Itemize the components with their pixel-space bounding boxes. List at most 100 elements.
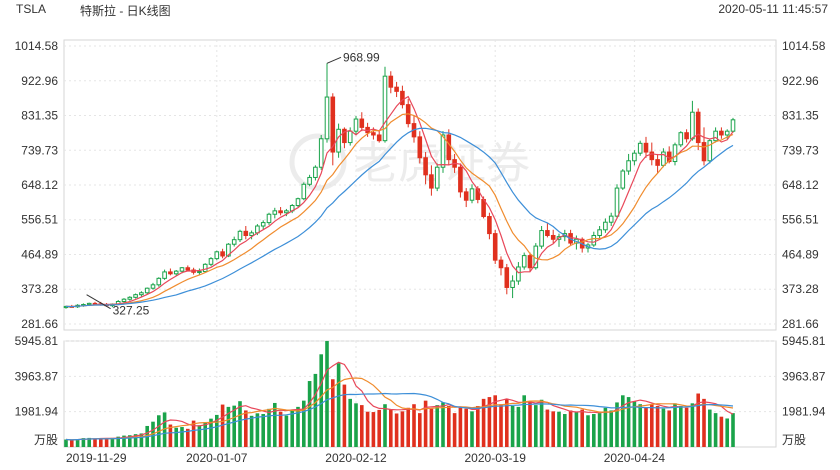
volume-bar: [307, 381, 312, 447]
volume-bar: [70, 440, 74, 447]
volume-bar: [383, 404, 387, 447]
candle-body: [324, 96, 330, 140]
candle-body: [539, 230, 544, 247]
volume-bar: [336, 363, 341, 447]
volume-bar: [203, 422, 207, 447]
candle-body: [313, 166, 318, 178]
candle-body: [162, 271, 167, 279]
volume-bar: [609, 410, 613, 447]
volume-bar: [389, 409, 393, 447]
volume-bar: [75, 439, 80, 447]
candle-body: [614, 187, 620, 217]
candle-body: [649, 151, 655, 161]
volume-bar: [603, 407, 608, 447]
candle-body: [260, 222, 266, 227]
volume-bar: [464, 408, 468, 447]
candle-body: [382, 75, 388, 142]
volume-bar: [481, 398, 486, 447]
volume-tick-left: 1981.94: [15, 405, 59, 419]
low-pointer: [86, 294, 111, 310]
volume-bar: [319, 354, 323, 447]
candle-body: [678, 132, 684, 146]
volume-bar: [545, 409, 550, 447]
candle-body: [208, 258, 214, 265]
candle-body: [684, 132, 689, 140]
volume-bar: [493, 395, 497, 447]
volume-bar: [441, 402, 445, 447]
volume-bar: [87, 437, 91, 447]
volume-bar: [244, 410, 248, 447]
date-label: 2020-02-12: [325, 451, 387, 465]
volume-bar: [418, 413, 422, 447]
volume-bar: [360, 405, 364, 447]
volume-bar: [394, 413, 399, 447]
volume-bar: [302, 400, 306, 447]
volume-bar: [626, 397, 631, 447]
candle-body: [603, 221, 608, 231]
candle-body: [156, 277, 162, 286]
volume-bar: [586, 415, 590, 447]
volume-ma5-line: [65, 361, 734, 441]
candle-body: [226, 243, 231, 257]
candle-body: [220, 251, 225, 257]
volume-bar: [447, 405, 451, 447]
candle-body: [127, 296, 133, 300]
volume-bar: [377, 409, 381, 447]
volume-bar: [713, 413, 718, 447]
volume-bar: [702, 398, 706, 447]
candle-body: [597, 229, 602, 236]
volume-ma10-line: [65, 377, 734, 441]
price-tick-right: 739.73: [782, 143, 819, 157]
volume-bar: [133, 434, 138, 447]
chart-title: 特斯拉 - 日K线图: [80, 4, 171, 18]
candle-body: [492, 233, 498, 261]
volume-bar: [621, 395, 625, 447]
volume-bar: [574, 412, 579, 447]
price-tick-left: 464.89: [21, 248, 58, 262]
volume-bar: [470, 411, 474, 447]
candle-body: [545, 230, 550, 236]
candle-body: [185, 267, 191, 271]
candle-body: [521, 255, 527, 268]
candle-body: [272, 210, 278, 215]
candle-body: [330, 96, 336, 153]
volume-bar: [325, 341, 329, 447]
volume-bar: [215, 414, 219, 447]
candle-body: [214, 251, 220, 260]
high-pointer: [326, 56, 342, 64]
candle-body: [690, 111, 695, 140]
candle-body: [504, 267, 510, 288]
volume-bar: [725, 418, 729, 447]
volume-bar: [226, 406, 231, 447]
price-tick-right: 281.66: [782, 317, 819, 331]
volume-tick-left: 5945.81: [15, 334, 59, 348]
volume-bar: [539, 399, 544, 447]
volume-bar: [180, 427, 184, 447]
volume-bar: [209, 418, 213, 447]
candle-body: [139, 292, 144, 296]
candle-body: [237, 230, 243, 241]
candle-body: [301, 183, 307, 200]
candle-body: [336, 128, 341, 153]
volume-bar: [522, 395, 526, 447]
volume-bar: [435, 405, 439, 447]
volume-bar: [162, 412, 167, 447]
volume-bar: [568, 410, 573, 447]
volume-bar: [81, 438, 86, 447]
price-tick-right: 922.96: [782, 74, 819, 88]
volume-tick-right: 3963.87: [782, 369, 826, 383]
volume-bar: [551, 411, 555, 447]
candle-body: [637, 142, 643, 154]
volume-tick-left: 3963.87: [15, 369, 59, 383]
candle-body: [469, 188, 475, 201]
volume-bar: [528, 402, 532, 447]
candle-body: [388, 75, 394, 88]
candle-body: [498, 259, 504, 269]
volume-bar: [534, 405, 538, 447]
volume-bar: [273, 402, 277, 447]
volume-bar: [476, 405, 480, 447]
volume-bar: [597, 413, 602, 447]
date-label: 2020-01-07: [186, 451, 248, 465]
candle-body: [347, 130, 353, 144]
candle-body: [243, 230, 249, 236]
